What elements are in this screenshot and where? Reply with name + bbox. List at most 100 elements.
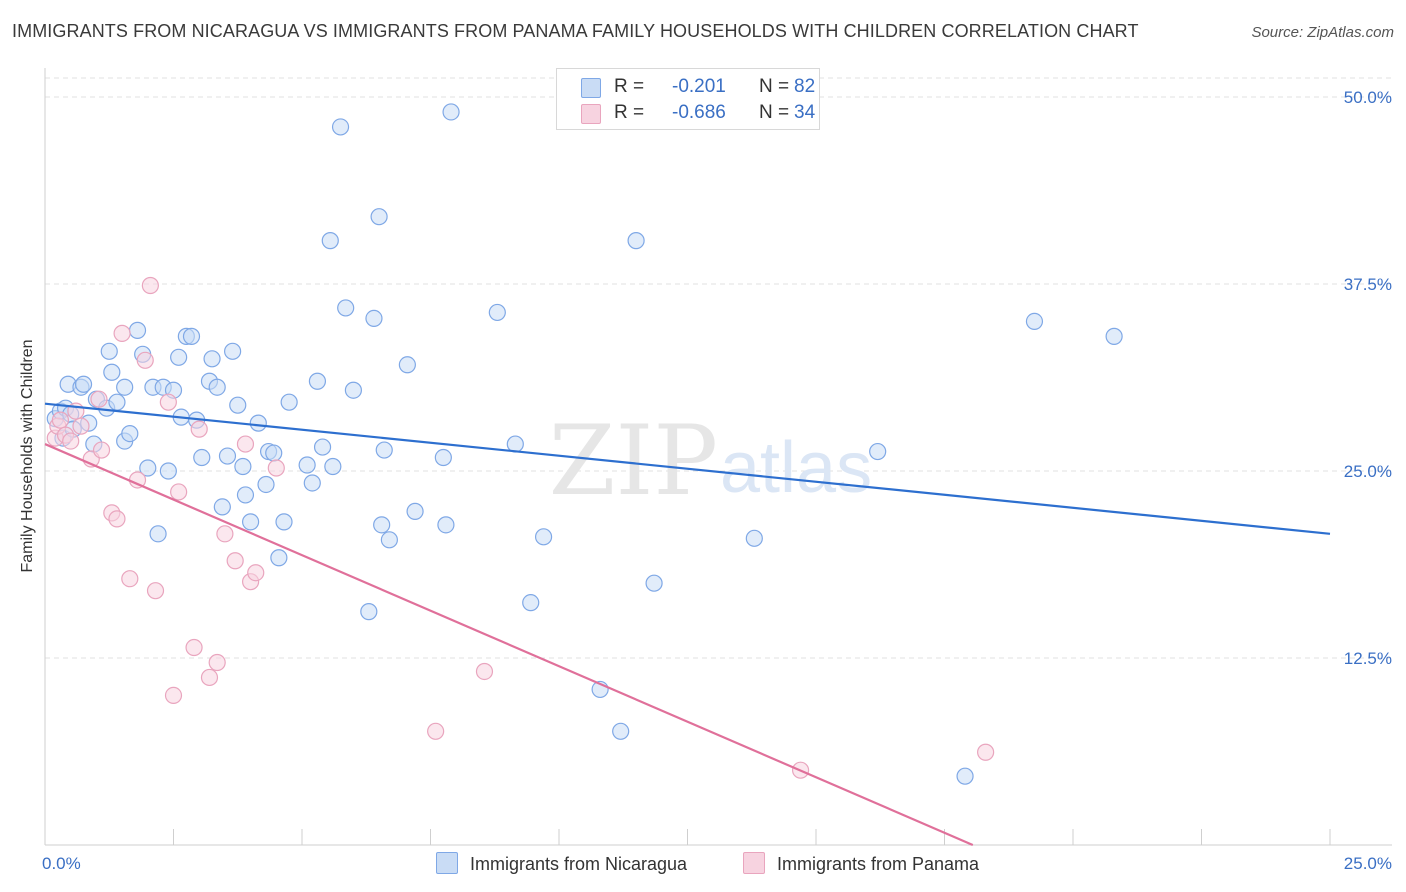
nicaragua-point — [257, 475, 275, 494]
nicaragua-point — [1105, 327, 1123, 345]
nicaragua-point — [321, 232, 339, 250]
legend-r-value: -0.686 — [672, 102, 726, 123]
series-label-panama: Immigrants from Panama — [777, 854, 980, 874]
nicaragua-point — [203, 350, 221, 368]
nicaragua-point — [331, 118, 350, 136]
nicaragua-point — [193, 448, 211, 467]
legend-n-label: N = — [759, 76, 790, 97]
panama-point — [216, 525, 234, 543]
nicaragua-point — [534, 528, 553, 546]
nicaragua-point — [1025, 312, 1044, 330]
panama-point — [159, 393, 177, 411]
y-tick-label: 37.5% — [1344, 275, 1392, 294]
watermark-zip: ZIP — [549, 405, 718, 517]
nicaragua-point — [280, 393, 298, 411]
nicaragua-point — [303, 474, 321, 492]
nicaragua-point — [373, 516, 391, 534]
series-label-nicaragua: Immigrants from Nicaragua — [470, 854, 688, 874]
legend-r-value: -0.201 — [672, 76, 726, 97]
panama-point — [92, 441, 111, 459]
legend-r-label: R = — [614, 76, 645, 97]
nicaragua-point — [224, 342, 242, 360]
nicaragua-point — [149, 525, 167, 543]
nicaragua-point — [522, 594, 540, 612]
panama-point — [200, 668, 219, 687]
nicaragua-point — [218, 447, 237, 465]
nicaragua-point — [344, 381, 362, 399]
nicaragua-point — [275, 513, 293, 531]
nicaragua-point — [869, 442, 887, 461]
nicaragua-point — [375, 441, 393, 459]
nicaragua-point — [380, 531, 398, 549]
panama-point — [475, 662, 494, 681]
y-tick-label: 50.0% — [1344, 88, 1392, 107]
series-swatch-panama — [743, 852, 765, 874]
axes — [44, 68, 1392, 846]
panama-point — [108, 510, 126, 528]
panama-trend-line — [44, 443, 974, 847]
panama-point — [185, 638, 203, 657]
panama-point — [51, 411, 70, 429]
panama-point — [247, 564, 265, 582]
nicaragua-point — [234, 457, 252, 476]
nicaragua-point — [437, 516, 455, 534]
x-tick-label-min: 0.0% — [42, 854, 81, 873]
legend-n-value: 34 — [794, 102, 816, 123]
nicaragua-point — [645, 574, 663, 592]
nicaragua-point — [100, 342, 118, 360]
nicaragua-point — [298, 456, 316, 474]
panama-point — [267, 459, 285, 477]
nicaragua-point — [265, 444, 283, 462]
panama-point — [90, 390, 108, 408]
nicaragua-point — [128, 321, 147, 339]
nicaragua-point — [313, 438, 332, 456]
legend-n-value: 82 — [794, 76, 816, 97]
tick-labels: 12.5% 25.0% 37.5% 50.0% 0.0% 25.0% — [42, 88, 1392, 873]
chart-title: IMMIGRANTS FROM NICARAGUA VS IMMIGRANTS … — [12, 21, 1139, 41]
panama-point — [121, 570, 139, 588]
nicaragua-point — [337, 299, 355, 317]
panama-point — [72, 417, 90, 435]
panama-point — [62, 432, 80, 450]
nicaragua-point — [370, 208, 388, 226]
panama-point — [136, 351, 154, 369]
panama-point — [226, 552, 244, 570]
grid-lines — [45, 77, 1392, 659]
legend-swatch-nicaragua — [581, 78, 601, 98]
nicaragua-point — [74, 375, 93, 393]
nicaragua-point — [627, 232, 645, 250]
nicaragua-point — [324, 457, 342, 476]
nicaragua-point — [170, 348, 188, 366]
nicaragua-point — [360, 603, 378, 621]
nicaragua-point — [182, 327, 201, 345]
legend-swatch-panama — [581, 104, 601, 124]
watermark-atlas: atlas — [720, 428, 872, 508]
series-swatch-nicaragua — [436, 852, 458, 874]
series-legend-panama: Immigrants from Panama — [743, 852, 979, 875]
nicaragua-point — [121, 425, 139, 443]
nicaragua-point — [745, 529, 763, 547]
nicaragua-point — [108, 393, 126, 411]
panama-point — [164, 686, 183, 705]
nicaragua-trend-line — [44, 402, 1331, 535]
nicaragua-point — [956, 767, 974, 785]
nicaragua-point — [612, 722, 630, 740]
nicaragua-point — [434, 448, 452, 467]
nicaragua-point — [365, 309, 383, 328]
nicaragua-point — [242, 513, 260, 531]
panama-point — [208, 653, 226, 672]
nicaragua-point — [249, 414, 267, 432]
panama-point — [236, 435, 255, 453]
nicaragua-point — [308, 372, 327, 390]
nicaragua-point — [236, 486, 255, 504]
legend-n-label: N = — [759, 102, 790, 123]
correlation-legend: R = -0.201 N = 82 R = -0.686 N = 34 — [556, 68, 820, 130]
source-credit: Source: ZipAtlas.com — [1251, 24, 1394, 41]
nicaragua-point — [103, 363, 121, 381]
y-tick-label: 25.0% — [1344, 462, 1392, 481]
nicaragua-point — [139, 459, 157, 477]
legend-r-label: R = — [614, 102, 645, 123]
y-tick-label: 12.5% — [1344, 649, 1392, 668]
panama-point — [141, 276, 159, 295]
